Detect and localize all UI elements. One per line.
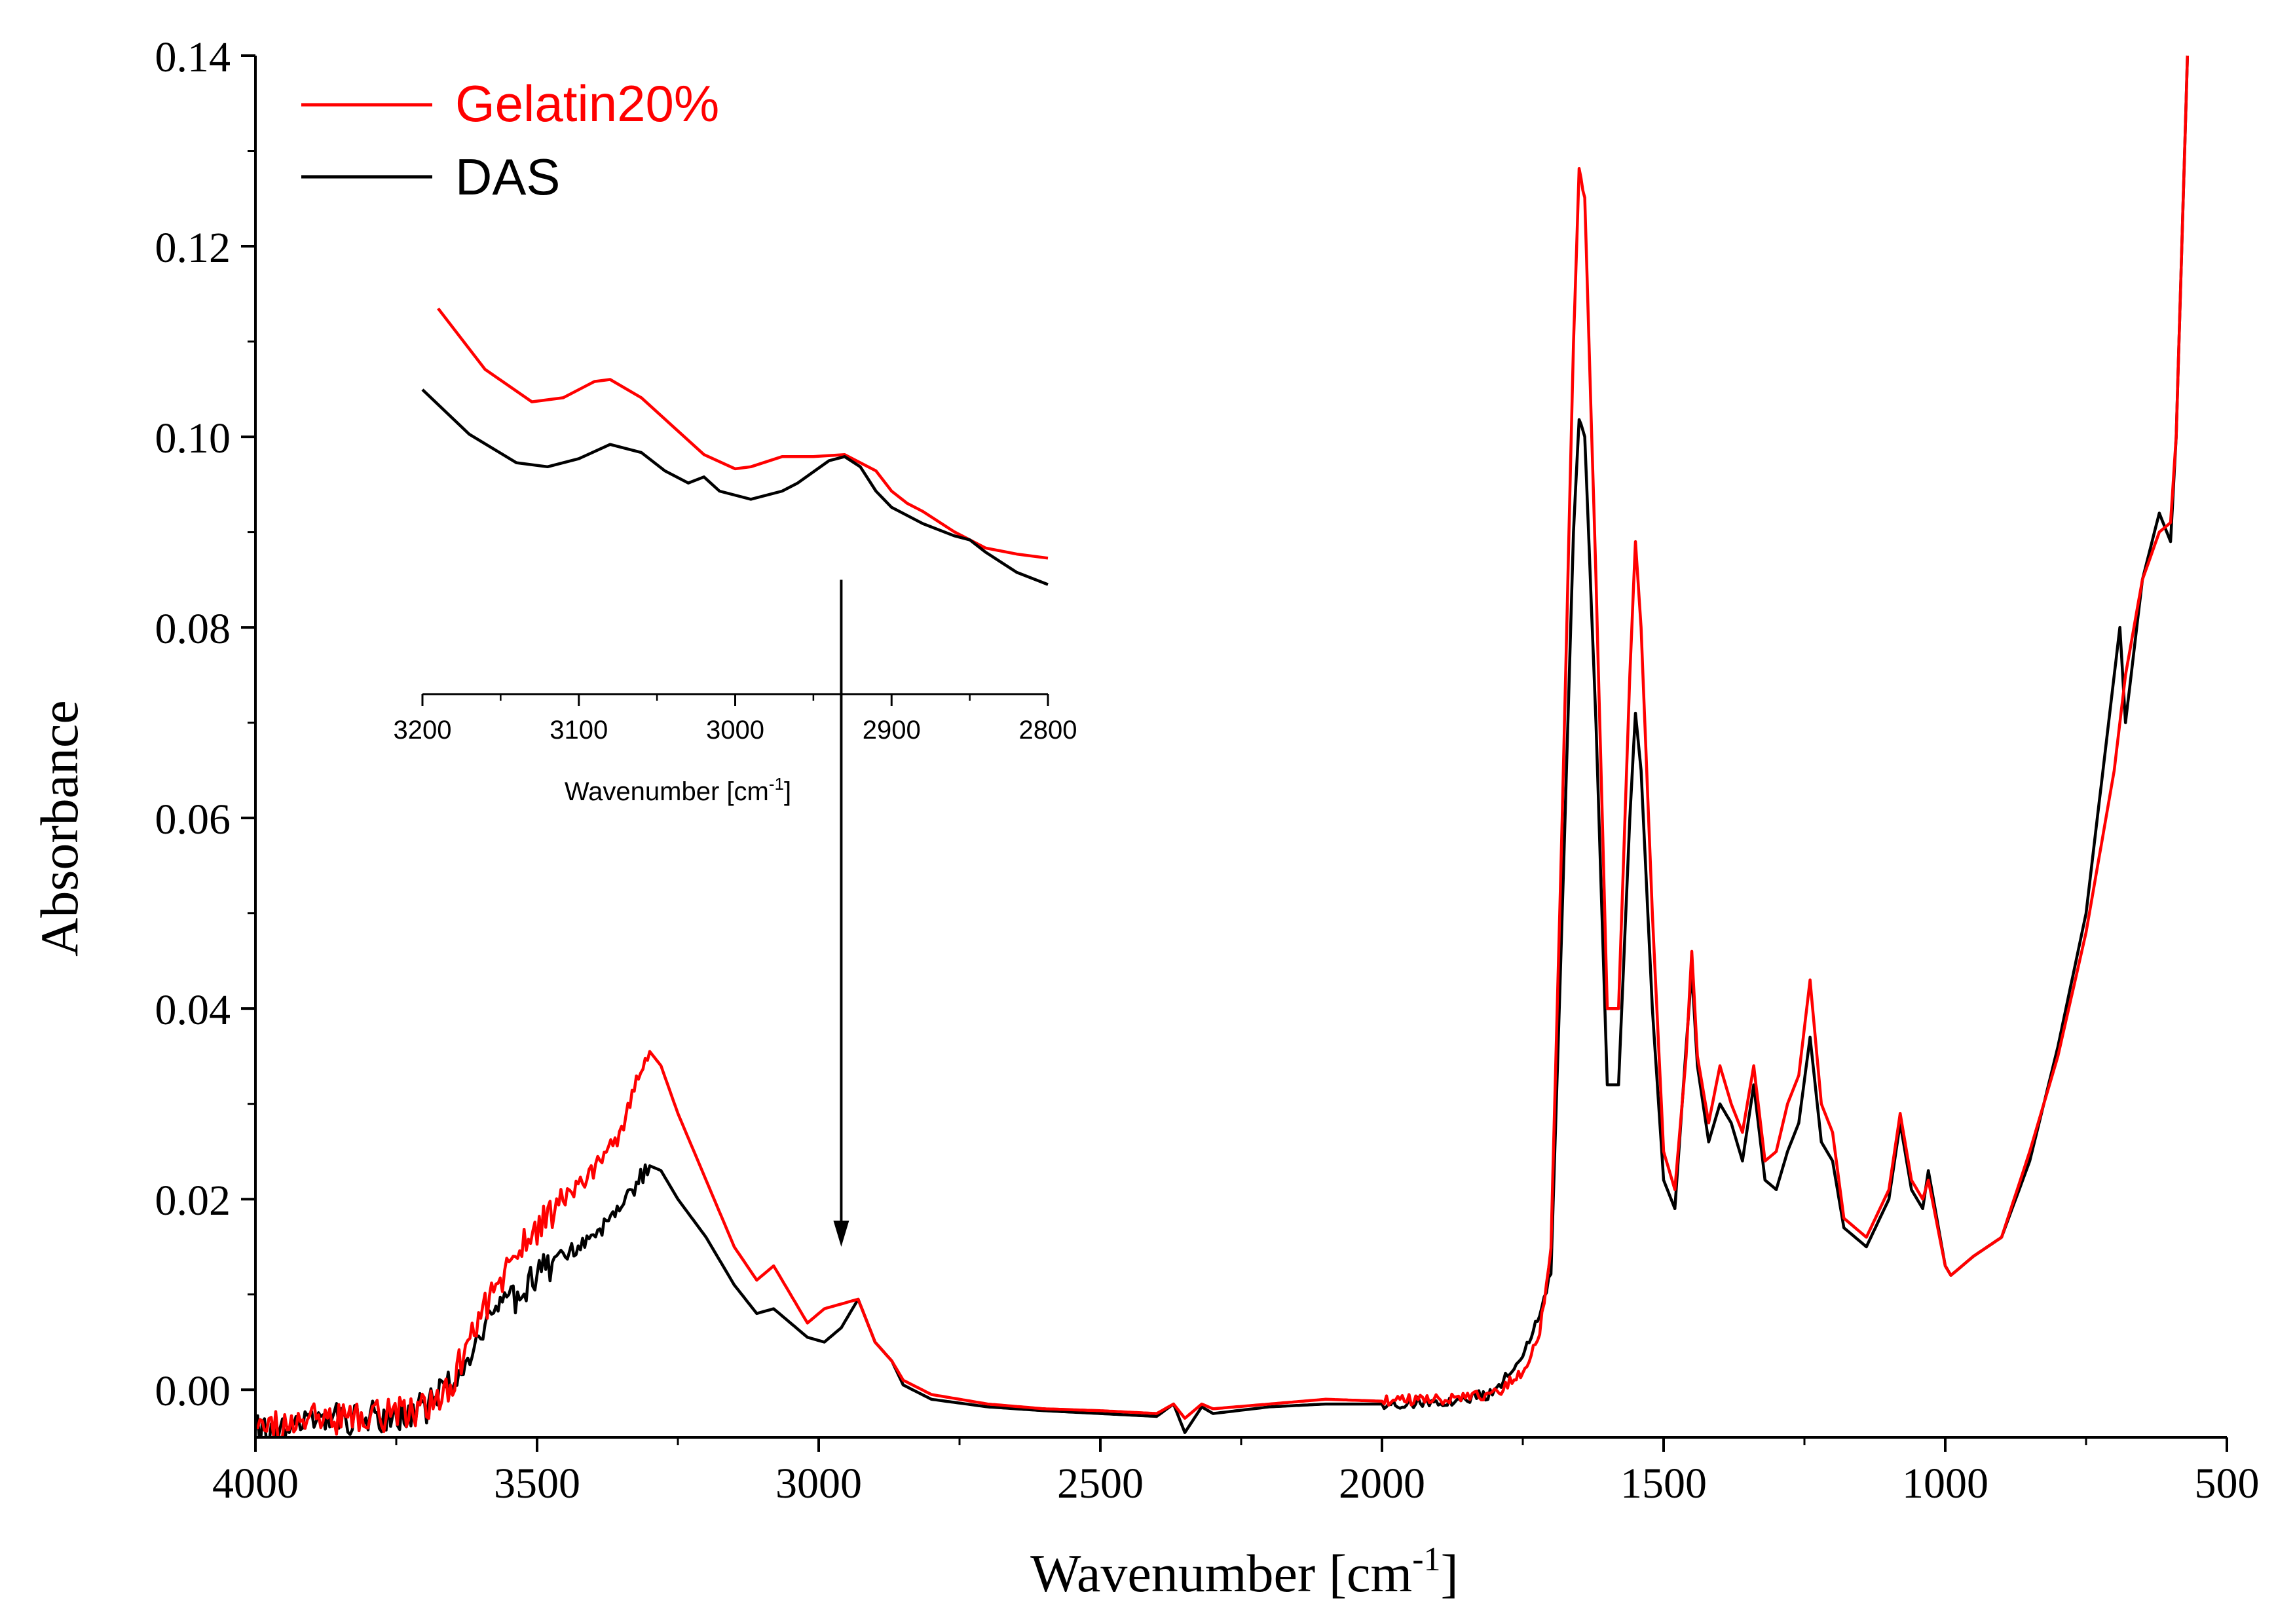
inset-x-tick-label: 3100: [550, 716, 608, 745]
y-tick-label: 0.06: [155, 796, 231, 843]
y-tick-label: 0.10: [155, 415, 231, 462]
x-axis-label: Wavenumber [cm-1]: [1030, 1541, 1459, 1603]
x-tick-label: 2500: [1057, 1460, 1144, 1507]
inset-x-tick-label: 3000: [706, 716, 764, 745]
legend: Gelatin20% DAS: [301, 75, 719, 206]
inset-series-line-gelatin20-: [437, 307, 1049, 560]
inset-x-tick-label: 2800: [1019, 716, 1077, 745]
annotation-arrow: [833, 580, 849, 1247]
inset-x-tick-label: 2900: [863, 716, 921, 745]
x-tick-label: 2000: [1339, 1460, 1425, 1507]
inset-axes: 3200 3100 3000 2900 2800: [394, 693, 1077, 745]
main-axes: 0.00 0.02 0.04 0.06 0.08 0.10 0.12 0.14 4000 3500…: [155, 33, 2260, 1507]
y-axis-label: Absorbance: [29, 700, 89, 957]
inset-x-tick-label: 3200: [394, 716, 452, 745]
legend-label-gelatin: Gelatin20%: [455, 75, 719, 132]
y-tick-label: 0.00: [155, 1367, 231, 1415]
x-tick-label: 3000: [775, 1460, 862, 1507]
y-tick-label: 0.02: [155, 1177, 231, 1225]
inset-x-axis-label: Wavenumber [cm-1]: [565, 774, 791, 806]
y-tick-label: 0.04: [155, 986, 231, 1034]
legend-label-das: DAS: [455, 148, 560, 206]
inset-series-line-das: [421, 388, 1049, 586]
y-tick-label: 0.12: [155, 224, 231, 272]
y-tick-label: 0.14: [155, 33, 231, 81]
x-tick-label: 3500: [494, 1460, 580, 1507]
main-series-group: [255, 55, 2190, 1437]
x-tick-label: 500: [2195, 1460, 2260, 1507]
x-tick-label: 1500: [1620, 1460, 1707, 1507]
y-tick-label: 0.08: [155, 605, 231, 653]
series-line-das: [255, 55, 2190, 1437]
x-tick-label: 4000: [212, 1460, 299, 1507]
arrow-head: [833, 1220, 849, 1247]
x-tick-label: 1000: [1902, 1460, 1988, 1507]
inset-series-group: [421, 307, 1049, 586]
series-line-gelatin20-: [255, 55, 2190, 1437]
